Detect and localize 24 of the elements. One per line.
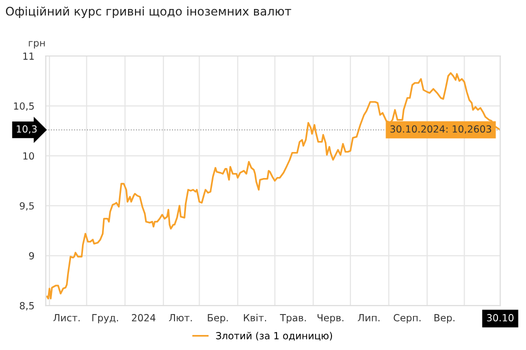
x-tick-label: Бер. [208,314,228,324]
chart-title: Офіційний курс гривні щодо іноземних валют [6,6,292,18]
y-tick-label: 10,5 [14,102,34,111]
x-tick-label: Груд. [92,314,118,324]
x-tick-label: Трав. [280,314,306,324]
x-tick-label: Квіт. [244,314,266,322]
x-tick-label: Лют. [169,314,192,322]
y-tick-label: 11 [23,52,34,60]
y-tick-label: 10 [23,152,34,160]
x-tick-label: Серп. [394,314,420,324]
y-tick-label: 9,5 [20,202,34,211]
x-tick-label: Лип. [358,314,380,322]
x-tick-label: Вер. [434,314,454,324]
legend-label: Злотий (за 1 одиницю) [216,332,332,341]
y-axis-title: грн [28,40,45,48]
annotation: 30.10.2024: 10,2603 [390,125,492,134]
x-tick-label: 2024 [132,314,156,322]
ref-line-label: 10,3 [16,125,37,134]
x-tick-label: 30.10 [487,314,514,322]
y-tick-label: 8,5 [20,302,34,310]
y-tick-label: 9 [29,252,34,260]
line-series [46,72,500,300]
x-tick-label: Черв. [318,314,344,324]
x-tick-label: Лист. [53,314,80,322]
